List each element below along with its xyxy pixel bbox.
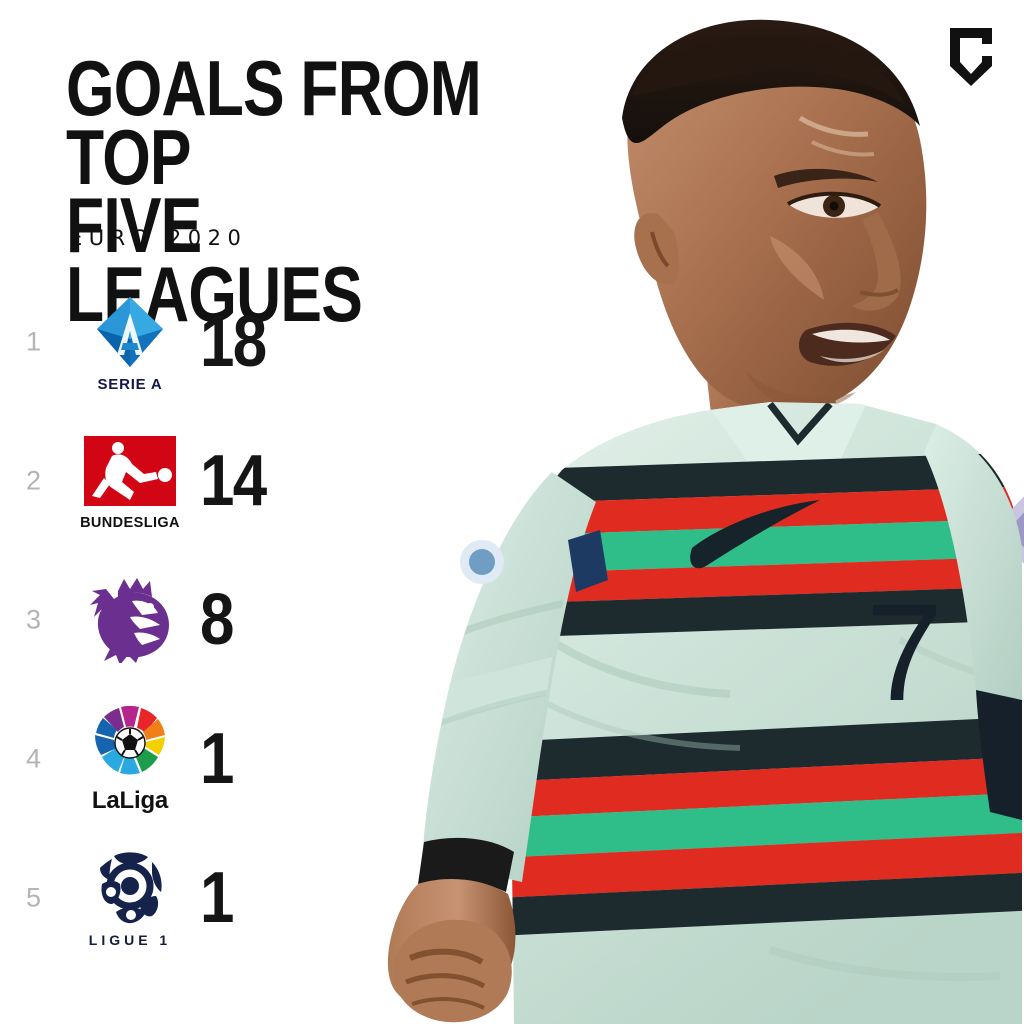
rank-number: 5 — [26, 882, 42, 912]
rank-number: 4 — [26, 743, 42, 773]
list-item: 1 SERIE A 18 — [0, 272, 300, 411]
sleeve-badges — [460, 530, 608, 592]
player-right-arm — [924, 424, 1022, 820]
rank-number: 3 — [26, 604, 42, 634]
rank-number: 1 — [26, 326, 42, 356]
list-item: 5 — [0, 828, 300, 967]
league-logo-cell — [66, 561, 194, 679]
rank-number: 2 — [26, 465, 42, 495]
the-athletic-shield-c-logo — [948, 26, 994, 88]
list-item: 4 — [0, 689, 300, 828]
player-photo: 7 — [300, 0, 1024, 1024]
goal-count: 18 — [200, 301, 267, 382]
league-ranking-list: 1 SERIE A 18 2 — [0, 272, 300, 967]
bundesliga-logo — [82, 430, 178, 512]
league-logo-cell: BUNDESLIGA — [66, 422, 194, 540]
league-wordmark: LaLiga — [91, 787, 169, 814]
jersey-number: 7 — [866, 576, 943, 730]
league-logo-cell: LaLiga — [66, 700, 194, 818]
ligue-1-logo — [90, 847, 170, 929]
player-head — [622, 19, 927, 413]
premier-league-lion-logo — [84, 577, 176, 663]
goal-count: 1 — [200, 718, 234, 799]
player-jersey: 7 — [510, 402, 1024, 1024]
league-wordmark: LIGUE 1 — [88, 932, 172, 948]
league-logo-cell: SERIE A — [66, 283, 194, 401]
list-item: 2 BUNDESLIGA 14 — [0, 411, 300, 550]
goal-count: 14 — [200, 440, 267, 521]
league-logo-cell: LIGUE 1 — [66, 839, 194, 957]
league-wordmark: SERIE A — [97, 375, 163, 393]
page-subtitle: EURO 2020 — [69, 226, 248, 250]
league-wordmark: BUNDESLIGA — [80, 515, 180, 531]
nike-swoosh-icon — [690, 500, 820, 569]
serie-a-logo — [91, 291, 169, 373]
laliga-logo — [90, 702, 170, 784]
goal-count: 8 — [200, 579, 234, 660]
list-item: 3 — [0, 550, 300, 689]
goal-count: 1 — [200, 857, 234, 938]
